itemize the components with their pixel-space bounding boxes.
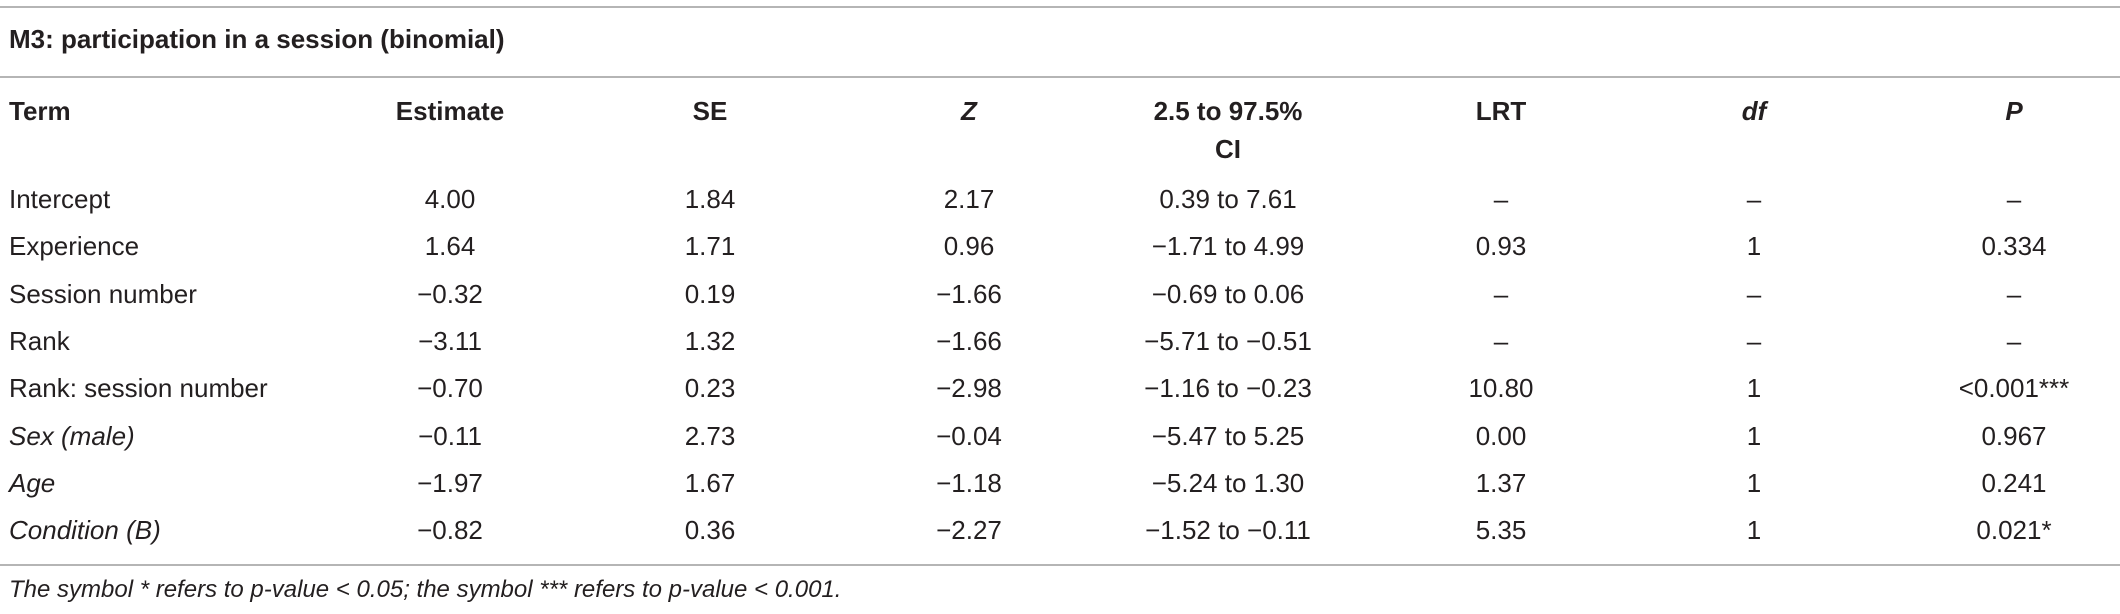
table-cell: 0.93 [1475, 231, 1527, 262]
table-cell: – [1493, 325, 1509, 356]
table-cell: 1.67 [684, 467, 736, 498]
table-cell: 0.96 [943, 231, 995, 262]
table-cell: 0.967 [1981, 420, 2047, 451]
table-cell: – [2006, 184, 2022, 214]
table-cell: 1 [1746, 231, 1762, 262]
table-cell: 0.23 [684, 373, 736, 404]
table-cell: 1.37 [1475, 467, 1527, 498]
table-cell: 0.36 [684, 515, 736, 546]
table-cell: 0.334 [1981, 231, 2047, 262]
table-cell: −0.11 [418, 420, 482, 451]
table-cell: 0.39 to 7.61 [1159, 184, 1297, 214]
top-rule [0, 6, 2120, 8]
table-cell: 1 [1746, 515, 1762, 546]
table-cell: – [1746, 278, 1762, 309]
table-cell: −3.11 [418, 325, 482, 356]
table-cell: −2.27 [936, 515, 1002, 546]
column-header: Z [961, 96, 977, 126]
table-cell: 2.73 [684, 420, 736, 451]
table-cell: −1.71 to 4.99 [1151, 231, 1305, 262]
row-term: Experience [9, 231, 140, 262]
row-term: Age [9, 467, 56, 498]
column-header: SE [692, 96, 728, 126]
table-cell: 0.00 [1475, 420, 1527, 451]
table-cell: −0.32 [417, 278, 483, 309]
table-cell: <0.001*** [1958, 373, 2070, 404]
table-cell: −1.16 to −0.23 [1144, 373, 1312, 404]
table-cell: −5.71 to −0.51 [1144, 325, 1312, 356]
table-cell: 1.71 [684, 231, 736, 262]
table-cell: 0.021* [1976, 515, 2052, 546]
table-cell: 1.32 [684, 325, 736, 356]
table-cell: 1.84 [684, 184, 736, 214]
column-header: LRT [1475, 96, 1527, 126]
table-cell: – [1746, 325, 1762, 356]
column-header: 2.5 to 97.5% CI [1153, 96, 1303, 164]
table-cell: 1 [1746, 373, 1762, 404]
column-header: Estimate [395, 96, 505, 126]
table-cell: −0.04 [936, 420, 1002, 451]
table-cell: −1.97 [417, 467, 483, 498]
table-cell: 10.80 [1468, 373, 1534, 404]
table-cell: 1 [1746, 420, 1762, 451]
table-cell: 0.241 [1981, 467, 2047, 498]
table-cell: −1.52 to −0.11 [1145, 515, 1311, 546]
table-cell: −0.70 [417, 373, 483, 404]
table-cell: 1.64 [424, 231, 476, 262]
row-term: Intercept [9, 184, 111, 214]
table-cell: 0.19 [684, 278, 736, 309]
table-cell: −5.24 to 1.30 [1151, 467, 1305, 498]
footnote: The symbol * refers to p-value < 0.05; t… [9, 576, 842, 603]
table-cell: – [1493, 184, 1509, 214]
row-term: Rank [9, 325, 70, 356]
row-term: Sex (male) [9, 420, 135, 451]
table-cell: 5.35 [1475, 515, 1527, 546]
bottom-rule [0, 564, 2120, 566]
table-title: M3: participation in a session (binomial… [9, 24, 505, 54]
table-cell: – [1746, 184, 1762, 214]
table-cell: – [2006, 325, 2022, 356]
column-header: df [1741, 96, 1767, 126]
column-header: Term [9, 96, 71, 126]
table-cell: −1.66 [936, 325, 1002, 356]
table-cell: 4.00 [424, 184, 476, 214]
row-term: Session number [9, 278, 197, 309]
title-rule [0, 76, 2120, 78]
table-cell: −5.47 to 5.25 [1151, 420, 1305, 451]
table-cell: −0.82 [417, 515, 483, 546]
table-cell: – [2006, 278, 2022, 309]
table-cell: 2.17 [943, 184, 995, 214]
table-cell: −0.69 to 0.06 [1151, 278, 1305, 309]
table-cell: 1 [1746, 467, 1762, 498]
row-term: Condition (B) [9, 515, 161, 546]
column-header: P [2005, 96, 2023, 126]
table-cell: −1.18 [936, 467, 1002, 498]
table-cell: −2.98 [936, 373, 1002, 404]
table-cell: −1.66 [936, 278, 1002, 309]
table-cell: – [1493, 278, 1509, 309]
row-term: Rank: session number [9, 373, 268, 404]
